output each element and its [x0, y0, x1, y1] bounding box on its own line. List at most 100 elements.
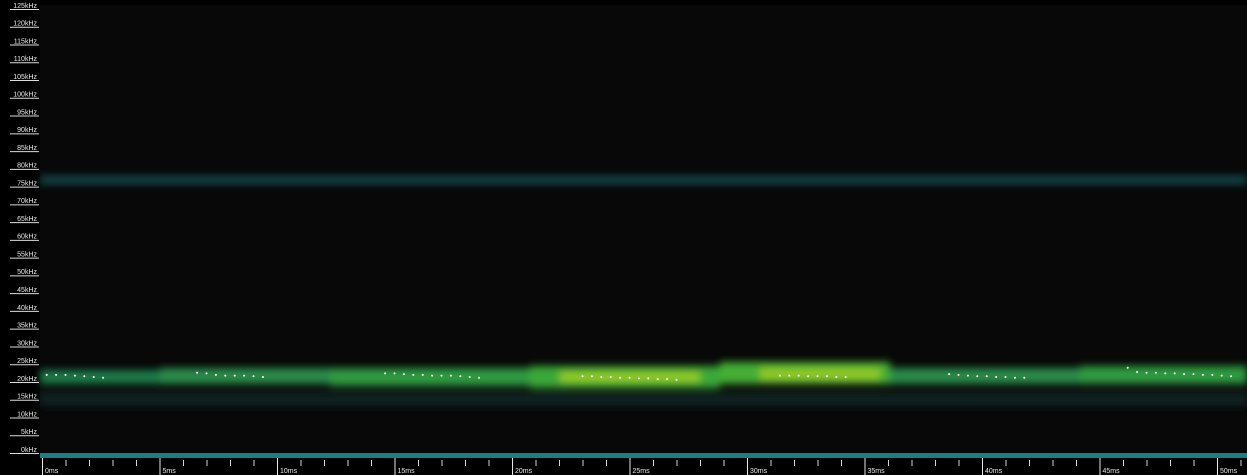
pitch-dot [196, 371, 199, 374]
x-tick-label: 5ms [163, 468, 177, 475]
pitch-dot [1201, 373, 1204, 376]
x-tick-label: 0ms [45, 468, 59, 475]
y-tick-label: 110kHz [14, 56, 38, 63]
y-tick-label: 35kHz [17, 323, 37, 330]
pitch-dot [92, 375, 95, 378]
pitch-dot [656, 378, 659, 381]
y-tick-label: 120kHz [13, 21, 37, 28]
pitch-dot [1220, 374, 1223, 377]
pitch-dot [1230, 375, 1233, 378]
y-tick-label: 60kHz [17, 234, 37, 241]
y-tick-label: 55kHz [17, 251, 37, 258]
pitch-dot [976, 375, 979, 378]
x-tick-label: 30ms [750, 468, 768, 475]
y-tick-label: 20kHz [17, 376, 37, 383]
pitch-dot [788, 374, 791, 377]
pitch-dot [214, 373, 217, 376]
pitch-dot [478, 376, 481, 379]
pitch-dot [1183, 373, 1186, 376]
pitch-dot [1164, 372, 1167, 375]
pitch-dot [666, 378, 669, 381]
pitch-dot [844, 375, 847, 378]
pitch-dot [1126, 366, 1129, 369]
pitch-dot [421, 373, 424, 376]
time-axis-bar [40, 453, 1247, 458]
pitch-dot [102, 376, 105, 379]
y-tick-label: 80kHz [17, 163, 37, 170]
pitch-dot [402, 373, 405, 376]
pitch-dot [835, 375, 838, 378]
y-tick-label: 5kHz [21, 429, 37, 436]
pitch-dot [581, 375, 584, 378]
pitch-dot [252, 375, 255, 378]
y-tick-label: 45kHz [17, 287, 37, 294]
pitch-dot [647, 377, 650, 380]
y-tick-label: 65kHz [17, 216, 37, 223]
pitch-dot [816, 375, 819, 378]
pitch-dot [675, 378, 678, 381]
y-tick-label: 0kHz [21, 447, 37, 454]
y-tick-label: 125kHz [13, 3, 37, 10]
y-tick-label: 95kHz [17, 109, 37, 116]
x-tick-label: 45ms [1103, 468, 1121, 475]
pitch-dot [1023, 376, 1026, 379]
y-tick-label: 15kHz [17, 394, 37, 401]
x-tick-label: 50ms [1220, 468, 1238, 475]
pitch-dot [449, 374, 452, 377]
x-tick-label: 35ms [868, 468, 886, 475]
pitch-dot [600, 375, 603, 378]
pitch-dot [468, 375, 471, 378]
pitch-dot [637, 377, 640, 380]
pitch-dot [1192, 373, 1195, 376]
y-tick-label: 70kHz [17, 198, 37, 205]
pitch-dot [609, 375, 612, 378]
pitch-dot [233, 374, 236, 377]
pitch-dot [797, 374, 800, 377]
pitch-dot [966, 374, 969, 377]
y-tick-label: 50kHz [17, 269, 37, 276]
x-tick-label: 10ms [280, 468, 298, 475]
pitch-dot [431, 374, 434, 377]
pitch-dot [1211, 373, 1214, 376]
pitch-dot [619, 376, 622, 379]
pitch-dot [459, 375, 462, 378]
minor-ticks [42, 458, 1247, 466]
y-tick-label: 40kHz [17, 305, 37, 312]
x-tick-label: 20ms [515, 468, 533, 475]
y-tick-label: 90kHz [17, 127, 37, 134]
pitch-dot [957, 373, 960, 376]
pitch-dot [205, 372, 208, 375]
pitch-dot [948, 373, 951, 376]
pitch-dot [825, 375, 828, 378]
pitch-dot [778, 374, 781, 377]
x-tick-label: 25ms [633, 468, 651, 475]
pitch-dot [73, 374, 76, 377]
pitch-dot [1004, 375, 1007, 378]
pitch-dot [1013, 376, 1016, 379]
pitch-dot [261, 375, 264, 378]
pitch-dot [1145, 371, 1148, 374]
pitch-dot [55, 373, 58, 376]
pitch-dot [1173, 372, 1176, 375]
pitch-dot [1154, 371, 1157, 374]
y-tick-label: 85kHz [17, 145, 37, 152]
pitch-dot [412, 373, 415, 376]
x-tick-label: 15ms [398, 468, 416, 475]
y-tick-label: 75kHz [17, 180, 37, 187]
pitch-dot [590, 375, 593, 378]
x-tick-label: 40ms [985, 468, 1003, 475]
pitch-dot [393, 372, 396, 375]
pitch-dot [995, 375, 998, 378]
pitch-dot [440, 374, 443, 377]
y-tick-label: 10kHz [17, 411, 37, 418]
pitch-dot [224, 374, 227, 377]
y-tick-label: 105kHz [13, 74, 37, 81]
pitch-dot [807, 375, 810, 378]
pitch-dot [628, 376, 631, 379]
y-tick-label: 30kHz [17, 340, 37, 347]
pitch-dot [384, 372, 387, 375]
pitch-dot [243, 374, 246, 377]
energy [40, 176, 1247, 406]
